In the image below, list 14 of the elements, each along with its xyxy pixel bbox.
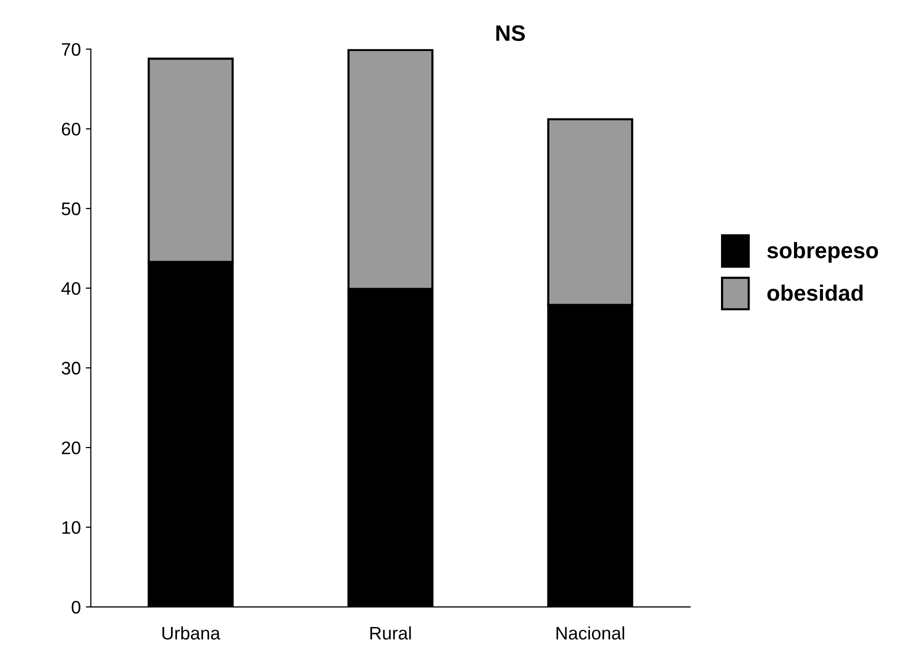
y-tick-label: 60 bbox=[62, 122, 80, 136]
legend-label: sobrepeso bbox=[767, 242, 878, 263]
y-tick-label: 20 bbox=[62, 441, 80, 454]
y-tick-label: 30 bbox=[62, 362, 80, 375]
y-tick-label: 0 bbox=[72, 600, 80, 614]
y-tick-label: 70 bbox=[62, 43, 80, 56]
x-tick-label: Rural bbox=[370, 626, 411, 640]
chart-title: NS bbox=[496, 25, 525, 42]
legend-label: obesidad bbox=[767, 284, 863, 301]
y-tick-label: 10 bbox=[62, 521, 80, 534]
y-tick-label: 40 bbox=[61, 282, 80, 295]
y-tick-label: 50 bbox=[62, 202, 80, 216]
x-tick-label: Nacional bbox=[556, 626, 624, 640]
x-tick-label: Urbana bbox=[162, 626, 220, 640]
